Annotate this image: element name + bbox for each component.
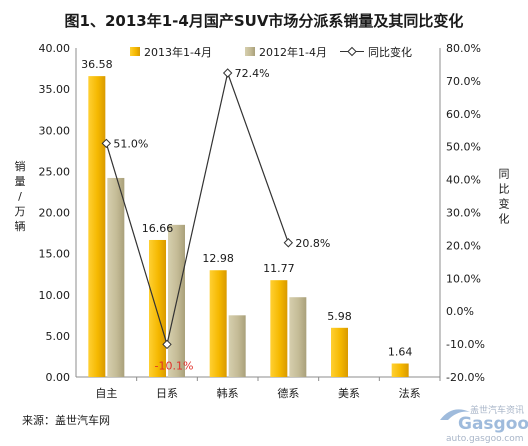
x-ticks: 自主 日系 韩系 德系 美系 法系 xyxy=(95,377,441,400)
y-tick-label: 20.00 xyxy=(39,207,71,220)
bar-2012 xyxy=(289,297,307,377)
bar-2013 xyxy=(270,280,288,377)
gasgoo-brand: Gasgoo xyxy=(458,414,528,434)
y2-tick-label: 30.0% xyxy=(446,207,481,220)
y-tick-label: 5.00 xyxy=(46,330,71,343)
yoy-line: 51.0% -10.1% 72.4% 20.8% xyxy=(101,67,330,372)
yoy-marker xyxy=(101,138,112,149)
gasgoo-watermark: 盖世汽车资讯 Gasgoo auto.gasgoo.com xyxy=(440,404,528,444)
source-note: 来源：盖世汽车网 xyxy=(22,413,110,427)
bar-2013-value-label: 12.98 xyxy=(202,252,234,265)
y-ticks-left: 0.00 5.00 10.00 15.00 20.00 25.00 30.00 35.00 40… xyxy=(39,42,71,384)
y2-tick-label: 10.0% xyxy=(446,272,481,285)
legend-label-yoy: 同比变化 xyxy=(368,45,412,59)
yoy-value-label: 72.4% xyxy=(235,67,270,80)
bar-2013-value-label: 16.66 xyxy=(142,222,174,235)
bar-2013 xyxy=(149,239,166,377)
yoy-marker xyxy=(162,339,172,350)
y2-tick-label: 40.0% xyxy=(446,174,481,187)
legend-marker-yoy xyxy=(347,46,357,57)
bar-2013-value-label: 36.58 xyxy=(81,58,113,71)
legend-label-2012: 2012年1-4月 xyxy=(259,45,327,59)
y-tick-label: 0.00 xyxy=(46,371,71,384)
x-tick-label: 日系 xyxy=(156,387,178,400)
legend-label-2013: 2013年1-4月 xyxy=(144,45,212,59)
legend-swatch-2012 xyxy=(245,47,255,56)
bar-2012 xyxy=(228,315,246,377)
legend: 2013年1-4月 2012年1-4月 同比变化 xyxy=(130,45,412,59)
y2-tick-label: 70.0% xyxy=(446,75,481,88)
y-tick-label: 15.00 xyxy=(39,248,71,261)
bar-2013 xyxy=(331,327,348,377)
y2-tick-label: -20.0% xyxy=(446,371,485,384)
y2-tick-label: 20.0% xyxy=(446,239,481,252)
yoy-marker xyxy=(283,238,294,248)
y-tick-label: 10.00 xyxy=(39,289,71,302)
gasgoo-logo-icon xyxy=(440,409,470,420)
y-tick-label: 35.00 xyxy=(39,83,71,96)
y2-tick-label: 50.0% xyxy=(446,141,481,154)
yoy-marker xyxy=(222,68,233,78)
yoy-series-line xyxy=(105,70,289,347)
bar-2013-value-label: 1.64 xyxy=(388,346,413,359)
legend-swatch-2013 xyxy=(130,47,140,56)
gasgoo-tagline: 盖世汽车资讯 xyxy=(470,404,524,416)
yoy-value-label: 51.0% xyxy=(113,137,148,150)
bar-2013 xyxy=(391,363,409,377)
x-tick-label: 德系 xyxy=(277,386,299,400)
bar-2013 xyxy=(209,270,227,377)
x-tick-label: 法系 xyxy=(399,386,421,400)
bar-labels: 36.58 16.66 12.98 11.77 5.98 1.64 xyxy=(81,58,412,358)
y-axis-label-right: 同比变化 xyxy=(499,168,510,226)
bar-2013 xyxy=(88,76,106,377)
yoy-value-label: -10.1% xyxy=(155,359,194,372)
x-tick-label: 韩系 xyxy=(217,386,239,400)
bars xyxy=(88,76,409,377)
bar-2013-value-label: 5.98 xyxy=(327,310,352,323)
y2-tick-label: -10.0% xyxy=(446,338,485,351)
y-ticks-right: -20.0% -10.0% 0.0% 10.0% 20.0% 30.0% 40.0% 50.0… xyxy=(446,42,485,384)
bar-2013-value-label: 11.77 xyxy=(263,262,295,275)
gasgoo-url: auto.gasgoo.com xyxy=(446,434,524,444)
y-tick-label: 25.00 xyxy=(39,165,71,178)
y2-tick-label: 0.0% xyxy=(446,305,474,318)
chart-title: 图1、2013年1-4月国产SUV市场分派系销量及其同比变化 xyxy=(65,12,464,30)
y-axis-label-left: 销量/万辆 xyxy=(15,159,26,233)
yoy-value-label: 20.8% xyxy=(295,237,330,250)
y2-tick-label: 80.0% xyxy=(446,42,481,55)
x-tick-label: 自主 xyxy=(95,387,117,400)
x-tick-label: 美系 xyxy=(338,387,360,400)
y-tick-label: 30.00 xyxy=(39,124,71,137)
y-tick-label: 40.00 xyxy=(39,42,71,55)
y2-tick-label: 60.0% xyxy=(446,108,481,121)
bar-2012 xyxy=(107,177,125,377)
